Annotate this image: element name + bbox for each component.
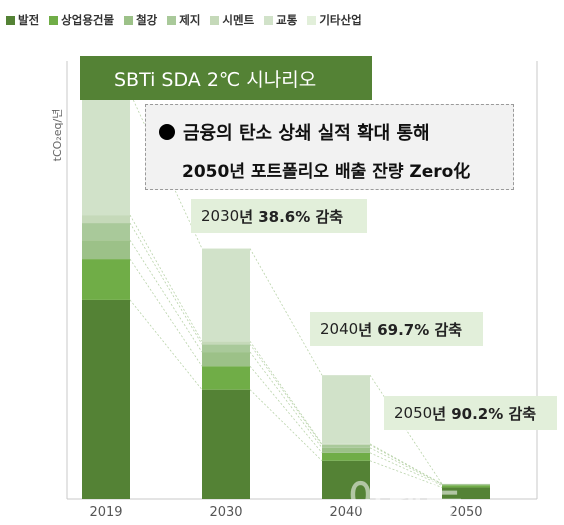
bar-segment [82, 223, 130, 241]
bar-segment [322, 444, 370, 448]
legend-swatch [6, 15, 15, 25]
connector-line [129, 299, 203, 390]
bar-segment [82, 299, 130, 499]
x-tick-2019: 2019 [89, 505, 123, 520]
connector-line [249, 351, 323, 449]
legend-swatch [307, 15, 317, 25]
bar-segment [202, 344, 250, 353]
bar-segment [442, 485, 490, 488]
note-line-1-text: 금융의 탄소 상쇄 실적 확대 통해 [183, 123, 430, 144]
reduction-callout-2050: 2050 년 90.2% 감축 [384, 396, 557, 430]
callout-year: 2040 [320, 320, 359, 338]
legend-item: 기타산업 [307, 12, 362, 28]
connector-line [249, 341, 323, 445]
connector-line [369, 460, 443, 488]
bar-segment [322, 452, 370, 461]
callout-year: 2030 [201, 207, 240, 225]
bar-segment [82, 259, 130, 300]
bullet-icon [159, 124, 175, 140]
watermark-logo: 이넷뉴 [348, 476, 465, 522]
legend-swatch [210, 15, 220, 25]
connector-line [129, 214, 203, 342]
x-tick-2030: 2030 [209, 505, 243, 520]
legend-item: 시멘트 [210, 12, 254, 28]
scenario-banner: SBTi SDA 2℃ 시나리오 [80, 56, 372, 100]
connector-line [129, 258, 203, 367]
bar-segment [322, 460, 370, 499]
bar-segment [202, 389, 250, 499]
bar-segment [202, 248, 250, 342]
connector-line [369, 452, 443, 486]
callout-year: 2050 [394, 404, 433, 422]
y-axis-label: tCO₂eq/년 [51, 108, 64, 162]
legend-item: 교통 [264, 12, 297, 28]
legend-label: 시멘트 [222, 13, 255, 27]
legend-swatch [167, 15, 177, 25]
connector-line [249, 365, 323, 454]
legend-swatch [264, 15, 274, 25]
bar-segment [442, 484, 490, 486]
connector-line [129, 239, 203, 353]
legend-label: 철강 [136, 13, 158, 27]
legend-swatch [124, 15, 134, 25]
chart-legend: 발전 상업용건물 철강 제지 시멘트 교통 기타산업 [6, 10, 362, 30]
connector-line [249, 344, 323, 446]
legend-label: 발전 [18, 13, 40, 27]
bar-segment [202, 352, 250, 367]
connector-line [369, 447, 443, 485]
bar-segment [82, 240, 130, 260]
legend-item: 철강 [124, 12, 157, 28]
legend-item: 상업용건물 [49, 12, 114, 28]
callout-text: 년 38.6% 감축 [239, 207, 344, 226]
legend-label: 상업용건물 [61, 13, 115, 27]
bar-segment [82, 92, 130, 216]
bar-segment [82, 215, 130, 224]
bar-segment [442, 487, 490, 499]
note-box: 금융의 탄소 상쇄 실적 확대 통해 2050년 포트폴리오 배출 잔량 Zer… [145, 104, 514, 190]
callout-text: 년 69.7% 감축 [358, 320, 463, 339]
legend-swatch [49, 15, 59, 25]
reduction-callout-2030: 2030 년 38.6% 감축 [191, 199, 367, 233]
note-line-1: 금융의 탄소 상쇄 실적 확대 통해 [159, 119, 430, 145]
legend-label: 교통 [276, 13, 298, 27]
x-tick-2040: 2040 [329, 505, 363, 520]
bar-segment [322, 443, 370, 445]
legend-item: 발전 [6, 12, 39, 28]
bar-segment [202, 341, 250, 345]
reduction-callout-2040: 2040 년 69.7% 감축 [310, 312, 483, 346]
callout-text: 년 90.2% 감축 [432, 404, 537, 423]
connector-line [129, 222, 203, 345]
x-tick-2050: 2050 [449, 505, 483, 520]
legend-label: 기타산업 [319, 13, 362, 27]
connector-line [249, 389, 323, 462]
legend-item: 제지 [167, 12, 200, 28]
connector-line [249, 248, 323, 376]
note-line-2: 2050년 포트폴리오 배출 잔량 Zero化 [182, 162, 471, 182]
bar-segment [202, 366, 250, 390]
legend-label: 제지 [179, 13, 201, 27]
bar-segment [322, 375, 370, 444]
connector-line [369, 443, 443, 485]
bar-segment [322, 447, 370, 453]
